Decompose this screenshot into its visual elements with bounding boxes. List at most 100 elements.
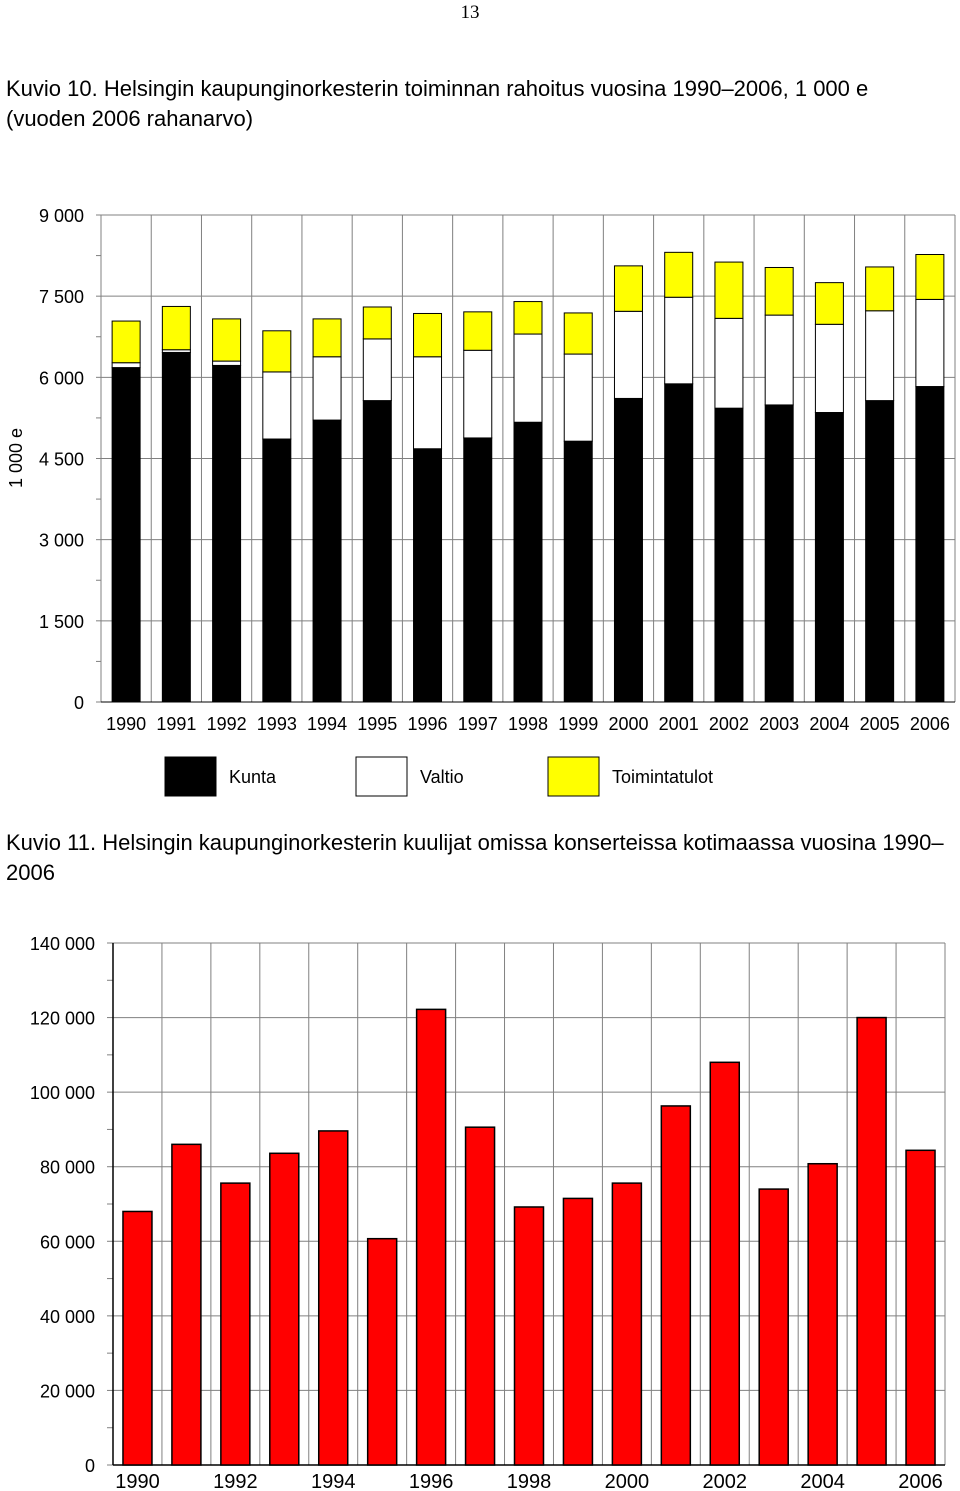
bar-toimintatulot-2004 bbox=[814, 282, 844, 325]
bar-1993 bbox=[269, 1152, 300, 1466]
bar-toimintatulot-1999 bbox=[563, 312, 593, 355]
y-tick-label: 20 000 bbox=[40, 1381, 95, 1401]
y-tick-label: 3 000 bbox=[39, 531, 84, 551]
bar-toimintatulot-2006 bbox=[915, 254, 945, 300]
bar-1990 bbox=[122, 1210, 153, 1466]
legend-label-kunta: Kunta bbox=[229, 767, 277, 787]
x-tick-label: 1999 bbox=[558, 714, 598, 734]
x-tick-label: 1994 bbox=[311, 1471, 356, 1491]
bar-toimintatulot-1998 bbox=[513, 301, 543, 335]
x-tick-label: 2004 bbox=[800, 1471, 845, 1491]
x-tick-label: 1992 bbox=[207, 714, 247, 734]
bar-2002 bbox=[709, 1061, 741, 1466]
x-tick-label: 1993 bbox=[257, 714, 297, 734]
bar-kunta-2006 bbox=[915, 386, 945, 703]
y-tick-label: 80 000 bbox=[40, 1158, 95, 1178]
bar-toimintatulot-2000 bbox=[613, 265, 643, 312]
y-tick-label: 100 000 bbox=[30, 1083, 95, 1103]
bar-toimintatulot-1997 bbox=[463, 311, 493, 351]
bar-2006 bbox=[905, 1149, 936, 1466]
bar-kunta-1995 bbox=[362, 400, 392, 703]
bar-1992 bbox=[220, 1182, 251, 1466]
bar-kunta-1994 bbox=[312, 419, 342, 703]
bar-toimintatulot-1994 bbox=[312, 318, 342, 358]
x-tick-label: 2006 bbox=[910, 714, 950, 734]
bar-toimintatulot-1993 bbox=[262, 330, 292, 373]
legend-swatch-toimintatulot bbox=[547, 756, 600, 797]
bar-toimintatulot-1995 bbox=[362, 306, 392, 340]
x-tick-label: 2000 bbox=[605, 1471, 650, 1491]
bar-2005 bbox=[856, 1016, 887, 1466]
x-tick-label: 2003 bbox=[759, 714, 799, 734]
page-number: 13 bbox=[460, 2, 480, 23]
bar-valtio-1996 bbox=[413, 356, 443, 450]
legend-swatch-kunta bbox=[164, 756, 217, 797]
bar-kunta-1998 bbox=[513, 421, 543, 703]
bar-toimintatulot-2001 bbox=[664, 251, 694, 298]
bar-valtio-1998 bbox=[513, 333, 543, 423]
y-tick-label: 6 000 bbox=[39, 368, 84, 388]
x-tick-label: 1997 bbox=[458, 714, 498, 734]
bar-1991 bbox=[171, 1143, 202, 1466]
bar-kunta-1992 bbox=[212, 364, 242, 703]
bar-valtio-2001 bbox=[664, 296, 694, 385]
bar-valtio-2002 bbox=[714, 317, 744, 409]
bar-1995 bbox=[366, 1237, 398, 1466]
x-tick-label: 2000 bbox=[608, 714, 648, 734]
bar-toimintatulot-1996 bbox=[413, 312, 443, 358]
x-tick-label: 1996 bbox=[408, 714, 448, 734]
bar-2000 bbox=[611, 1182, 643, 1466]
x-tick-label: 1998 bbox=[507, 1471, 552, 1491]
y-tick-label: 7 500 bbox=[39, 287, 84, 307]
bar-1999 bbox=[562, 1197, 594, 1466]
bar-2004 bbox=[807, 1162, 838, 1466]
x-tick-label: 1992 bbox=[213, 1471, 258, 1491]
bar-toimintatulot-2003 bbox=[764, 266, 794, 316]
bar-valtio-2005 bbox=[865, 310, 895, 402]
bar-toimintatulot-2002 bbox=[714, 261, 744, 319]
bar-2001 bbox=[660, 1105, 692, 1466]
x-tick-label: 1994 bbox=[307, 714, 347, 734]
bar-kunta-2003 bbox=[764, 404, 794, 703]
x-tick-label: 1991 bbox=[156, 714, 196, 734]
bar-kunta-1997 bbox=[463, 437, 493, 703]
chart-1-title: Kuvio 10. Helsingin kaupunginorkesterin … bbox=[6, 76, 869, 131]
bar-1996 bbox=[415, 1008, 447, 1466]
x-tick-label: 2002 bbox=[703, 1471, 748, 1491]
legend-label-valtio: Valtio bbox=[420, 767, 464, 787]
bar-1998 bbox=[513, 1206, 545, 1466]
bar-kunta-2000 bbox=[613, 397, 643, 703]
x-tick-label: 2001 bbox=[659, 714, 699, 734]
bar-1997 bbox=[464, 1126, 496, 1466]
x-tick-label: 2004 bbox=[809, 714, 849, 734]
y-tick-label: 120 000 bbox=[30, 1009, 95, 1029]
x-tick-label: 1995 bbox=[357, 714, 397, 734]
legend-label-toimintatulot: Toimintatulot bbox=[612, 767, 713, 787]
y-tick-label: 0 bbox=[85, 1456, 95, 1476]
x-tick-label: 1990 bbox=[115, 1471, 160, 1491]
legend-swatch-valtio bbox=[355, 756, 408, 797]
bar-kunta-2005 bbox=[865, 400, 895, 703]
y-tick-label: 140 000 bbox=[30, 934, 95, 954]
chart-2-title: Kuvio 11. Helsingin kaupunginorkesterin … bbox=[6, 830, 944, 885]
bar-valtio-1994 bbox=[312, 356, 342, 421]
x-tick-label: 1998 bbox=[508, 714, 548, 734]
bar-kunta-2001 bbox=[664, 383, 694, 703]
bar-toimintatulot-1990 bbox=[111, 320, 141, 364]
x-tick-label: 2005 bbox=[860, 714, 900, 734]
bar-toimintatulot-1992 bbox=[212, 318, 242, 362]
y-axis-label: 1 000 e bbox=[6, 428, 26, 488]
y-tick-label: 1 500 bbox=[39, 612, 84, 632]
bar-valtio-1995 bbox=[362, 338, 392, 402]
x-tick-label: 2006 bbox=[898, 1471, 943, 1491]
funding-stacked-bar-chart: 0 1 500 3 000 4 500 6 000 7 500 9 000 1 000 e 19… bbox=[6, 206, 956, 797]
bar-valtio-2003 bbox=[764, 314, 794, 406]
bar-valtio-2006 bbox=[915, 298, 945, 388]
y-tick-label: 40 000 bbox=[40, 1307, 95, 1327]
bar-toimintatulot-1991 bbox=[161, 305, 191, 351]
y-tick-label: 9 000 bbox=[39, 206, 84, 226]
bar-valtio-2004 bbox=[814, 323, 844, 414]
x-tick-label: 1990 bbox=[106, 714, 146, 734]
bar-2003 bbox=[758, 1188, 789, 1466]
